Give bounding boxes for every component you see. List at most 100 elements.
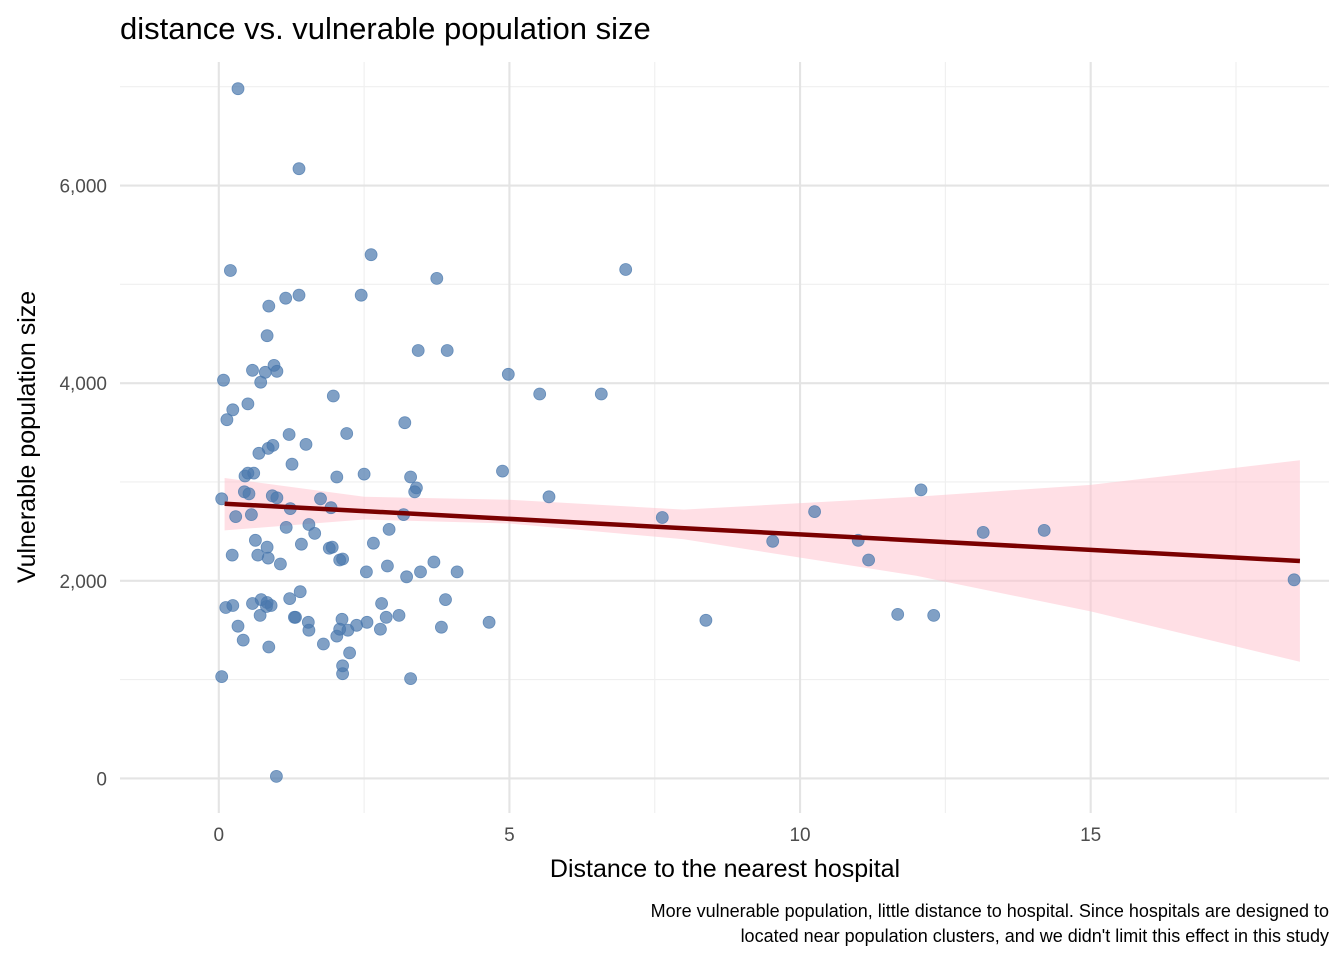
data-point <box>404 470 418 484</box>
data-point <box>316 637 330 651</box>
data-point <box>380 559 394 573</box>
data-point <box>440 344 454 357</box>
data-point <box>219 601 233 614</box>
data-point <box>927 609 941 622</box>
data-point <box>292 162 306 176</box>
data-point <box>330 470 344 484</box>
data-point <box>379 610 393 624</box>
data-point <box>336 667 350 681</box>
data-point <box>254 375 268 389</box>
data-point <box>260 329 274 343</box>
data-point <box>333 553 347 567</box>
caption-line-2: located near population clusters, and we… <box>741 926 1329 946</box>
data-point <box>215 670 229 683</box>
y-axis-title: Vulnerable population size <box>13 291 41 583</box>
data-point <box>241 397 255 411</box>
data-point <box>341 623 355 637</box>
x-tick-label: 5 <box>504 825 515 846</box>
data-point <box>450 565 464 579</box>
data-point <box>231 82 245 96</box>
data-point <box>217 373 230 387</box>
x-tick-label: 15 <box>1080 825 1101 846</box>
data-point <box>330 629 344 643</box>
data-point <box>439 593 452 606</box>
data-point <box>914 483 928 497</box>
data-point <box>382 523 396 536</box>
data-point <box>808 505 821 519</box>
data-point <box>326 389 340 403</box>
y-tick-label: 2,000 <box>59 572 107 593</box>
data-point <box>253 609 267 622</box>
data-point <box>229 510 243 523</box>
data-point <box>294 537 308 551</box>
data-point <box>236 633 250 647</box>
trend-line <box>224 501 1301 564</box>
data-point <box>354 288 368 302</box>
data-point <box>246 363 259 377</box>
data-point <box>225 548 239 562</box>
data-point <box>375 597 389 610</box>
data-point <box>699 613 713 627</box>
data-point <box>542 490 556 504</box>
y-tick-label: 6,000 <box>59 177 107 198</box>
data-point <box>427 555 441 569</box>
data-point <box>411 344 425 357</box>
x-tick-label: 10 <box>789 825 810 846</box>
data-point <box>231 619 245 633</box>
y-tick-label: 0 <box>96 769 107 790</box>
data-point <box>283 592 297 605</box>
data-point <box>261 551 275 565</box>
data-point <box>398 416 412 430</box>
data-point <box>414 565 427 579</box>
data-point <box>244 508 258 521</box>
data-point <box>292 288 306 302</box>
data-point <box>325 540 339 554</box>
data-point <box>408 485 422 499</box>
data-point <box>299 437 313 451</box>
data-point <box>373 622 387 636</box>
data-point <box>594 387 608 401</box>
data-point <box>357 467 371 481</box>
data-point <box>279 291 293 305</box>
data-point <box>220 413 234 427</box>
data-point <box>282 428 296 441</box>
data-point <box>226 403 240 417</box>
data-point <box>279 521 293 534</box>
data-point <box>302 623 316 637</box>
data-point <box>242 487 256 501</box>
data-point <box>392 609 406 622</box>
data-point <box>1287 573 1301 587</box>
data-point <box>533 387 547 401</box>
data-point <box>238 469 252 483</box>
data-point <box>302 518 316 531</box>
data-point <box>269 770 283 783</box>
data-point <box>501 367 515 381</box>
data-point <box>434 620 448 634</box>
data-point <box>343 646 357 660</box>
data-point <box>252 446 266 460</box>
caption-line-1: More vulnerable population, little dista… <box>651 901 1329 921</box>
data-point <box>619 263 633 276</box>
trend-line-layer <box>224 501 1301 564</box>
confidence-band <box>224 460 1300 662</box>
data-point <box>496 464 509 478</box>
data-point <box>340 427 354 440</box>
data-point <box>891 608 905 621</box>
data-point <box>400 570 414 584</box>
data-point <box>1037 524 1051 537</box>
data-point <box>364 248 378 262</box>
data-point <box>404 672 418 685</box>
data-point <box>246 597 259 610</box>
data-point <box>430 271 444 285</box>
data-point <box>976 526 990 539</box>
data-point <box>293 585 307 599</box>
data-point <box>270 364 284 378</box>
data-point <box>215 492 229 506</box>
chart-title: distance vs. vulnerable population size <box>120 11 651 46</box>
data-point <box>248 533 262 547</box>
data-point <box>223 264 237 277</box>
data-point <box>308 527 322 540</box>
data-point <box>273 557 287 571</box>
